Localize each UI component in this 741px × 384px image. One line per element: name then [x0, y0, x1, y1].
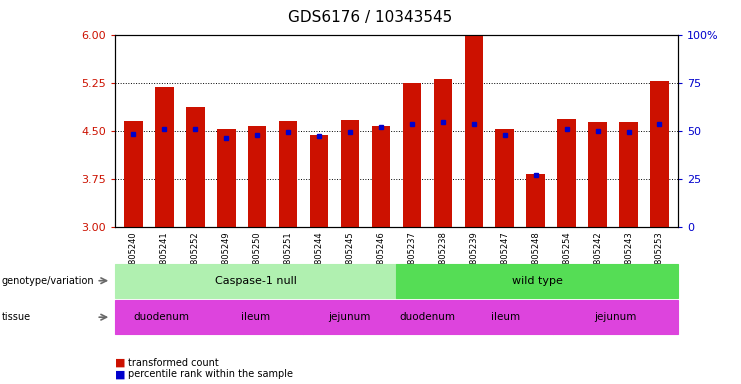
Text: duodenum: duodenum — [134, 312, 190, 322]
Text: genotype/variation: genotype/variation — [1, 276, 94, 286]
Text: percentile rank within the sample: percentile rank within the sample — [128, 369, 293, 379]
Bar — [341, 120, 359, 227]
Bar — [433, 79, 452, 227]
Bar — [526, 174, 545, 227]
Text: tissue: tissue — [1, 312, 30, 322]
Bar — [402, 83, 421, 227]
Bar — [310, 135, 328, 227]
Bar — [124, 121, 143, 227]
Text: ileum: ileum — [491, 312, 520, 322]
Bar — [186, 107, 205, 227]
Text: ileum: ileum — [241, 312, 270, 322]
Bar — [588, 122, 607, 227]
Text: ■: ■ — [115, 369, 125, 379]
Text: duodenum: duodenum — [399, 312, 456, 322]
Bar — [465, 36, 483, 227]
Text: jejunum: jejunum — [328, 312, 370, 322]
Bar — [279, 121, 297, 227]
Bar — [650, 81, 668, 227]
Bar — [217, 129, 236, 227]
Text: ■: ■ — [115, 358, 125, 368]
Bar — [619, 122, 638, 227]
Bar — [557, 119, 576, 227]
Bar — [155, 87, 173, 227]
Text: Caspase-1 null: Caspase-1 null — [215, 276, 296, 286]
Bar — [372, 126, 391, 227]
Text: jejunum: jejunum — [594, 312, 637, 322]
Text: GDS6176 / 10343545: GDS6176 / 10343545 — [288, 10, 453, 25]
Text: transformed count: transformed count — [128, 358, 219, 368]
Text: wild type: wild type — [512, 276, 562, 286]
Bar — [496, 129, 514, 227]
Bar — [248, 126, 267, 227]
